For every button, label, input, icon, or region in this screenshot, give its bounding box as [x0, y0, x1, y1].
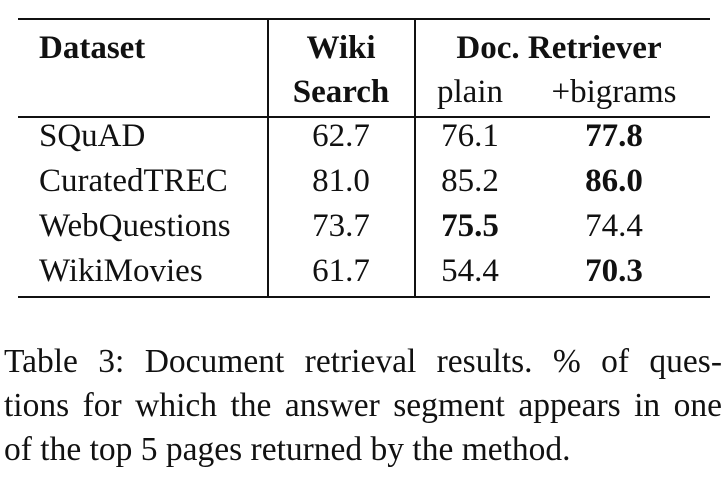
header-bottom-rule — [18, 116, 710, 118]
caption-line-2: tions for which the answer segment appea… — [4, 387, 722, 424]
row-4-bigrams: 70.3 — [585, 253, 643, 289]
row-2-bigrams: 86.0 — [585, 163, 643, 199]
row-4-wiki: 61.7 — [312, 253, 370, 289]
row-1-bigrams: 77.8 — [585, 118, 643, 154]
header-dataset: Dataset — [39, 30, 146, 66]
row-2-wiki: 81.0 — [312, 163, 370, 199]
row-1-dataset: SQuAD — [39, 118, 146, 154]
row-3-wiki: 73.7 — [312, 208, 370, 244]
row-3-bigrams: 74.4 — [585, 208, 643, 244]
row-4-dataset: WikiMovies — [39, 253, 203, 289]
row-1-wiki: 62.7 — [312, 118, 370, 154]
header-wiki-line2: Search — [292, 74, 390, 110]
column-divider-wiki — [414, 18, 416, 298]
row-1-plain: 76.1 — [441, 118, 499, 154]
row-4-plain: 54.4 — [441, 253, 499, 289]
header-bigrams: +bigrams — [551, 74, 677, 110]
row-3-plain: 75.5 — [441, 208, 499, 244]
caption-line-1: Table 3: Document retrieval results. % o… — [4, 343, 722, 380]
caption-line-3: of the top 5 pages returned by the metho… — [4, 431, 571, 468]
row-2-plain: 85.2 — [441, 163, 499, 199]
table-caption: Table 3: Document retrieval results. % o… — [4, 340, 722, 472]
table-top-rule — [18, 18, 710, 20]
row-2-dataset: CuratedTREC — [39, 163, 228, 199]
table-bottom-rule — [18, 296, 710, 298]
row-3-dataset: WebQuestions — [39, 208, 231, 244]
header-doc-retriever: Doc. Retriever — [456, 30, 662, 66]
header-wiki-line1: Wiki — [306, 30, 376, 66]
column-divider-dataset — [267, 18, 269, 298]
header-plain: plain — [437, 74, 503, 110]
